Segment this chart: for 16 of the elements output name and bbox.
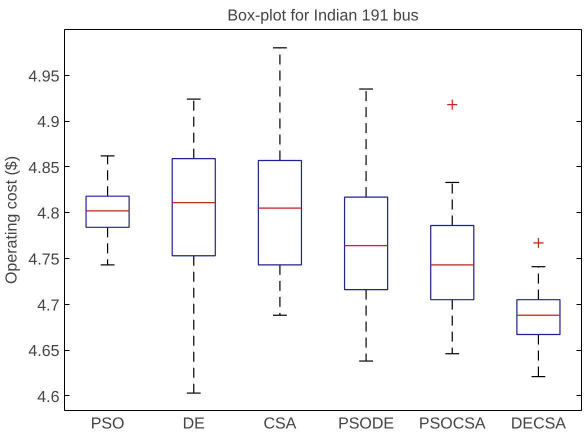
x-tick-label: PSO xyxy=(90,416,124,432)
y-tick-label: 4.85 xyxy=(28,160,60,177)
y-tick-label: 4.8 xyxy=(37,206,60,223)
y-tick-label: 4.6 xyxy=(37,388,60,406)
x-tick-label: DECSA xyxy=(510,416,566,432)
y-tick-label: 4.7 xyxy=(37,297,60,314)
y-tick-label: 4.65 xyxy=(28,343,60,360)
y-tick-label: 4.75 xyxy=(28,251,60,268)
y-tick-label: 4.9 xyxy=(37,114,60,132)
y-tick-label: 4.95 xyxy=(28,68,60,86)
x-tick-label: PSODE xyxy=(338,416,394,432)
y-axis-title: Operating cost ($) xyxy=(3,156,20,284)
x-tick-label: DE xyxy=(182,416,205,432)
x-tick-label: PSOCSA xyxy=(418,416,486,432)
chart-title: Box-plot for Indian 191 bus xyxy=(227,8,419,24)
x-tick-label: CSA xyxy=(263,416,297,432)
